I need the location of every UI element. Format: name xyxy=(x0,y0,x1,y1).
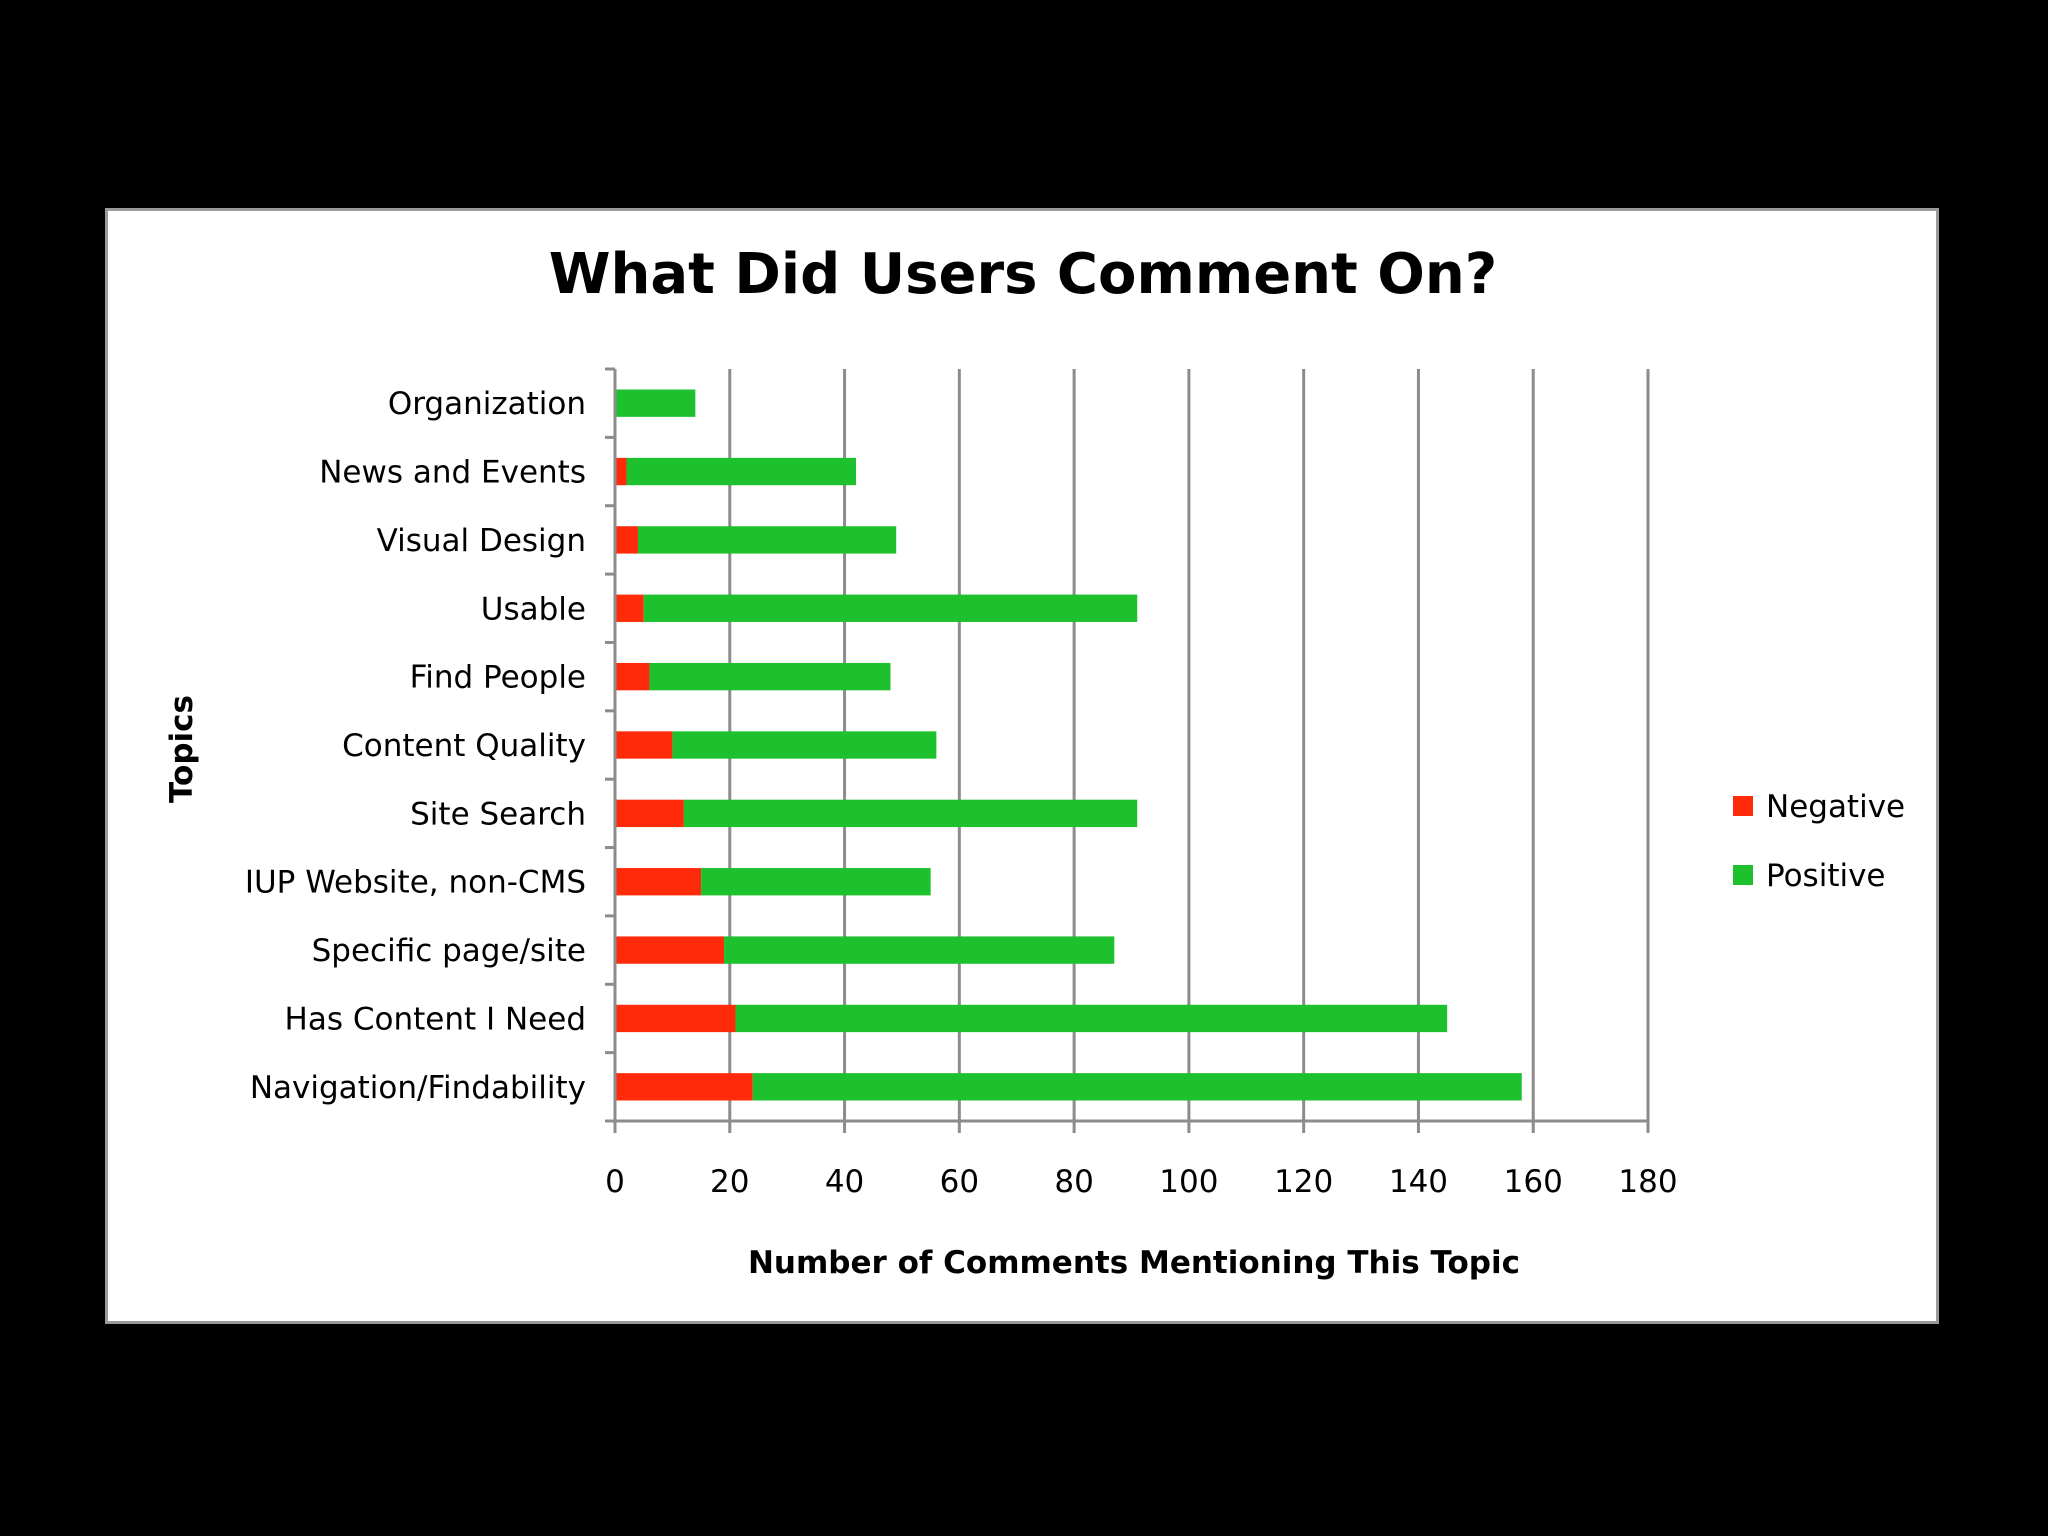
category-label: Has Content I Need xyxy=(285,1001,586,1037)
bar-negative-6 xyxy=(615,662,650,691)
x-axis-title: Number of Comments Mentioning This Topic xyxy=(748,1245,1520,1281)
x-tick-label-40: 40 xyxy=(825,1164,864,1200)
chart-panel: What Did Users Comment On? Navigation/Fi… xyxy=(105,208,1939,1324)
legend-swatch-negative xyxy=(1733,796,1753,816)
bar-positive-7 xyxy=(643,594,1138,622)
bar-negative-1 xyxy=(615,1004,736,1033)
bars xyxy=(615,389,1522,1101)
bar-negative-8 xyxy=(615,526,638,554)
category-label: Navigation/Findability xyxy=(250,1070,586,1106)
x-tick-label-20: 20 xyxy=(710,1164,749,1200)
x-tick-label-160: 160 xyxy=(1504,1164,1563,1200)
category-label: Organization xyxy=(388,386,586,422)
legend-label-positive: Positive xyxy=(1766,858,1886,894)
x-tick-label-0: 0 xyxy=(605,1164,625,1200)
bar-negative-9 xyxy=(615,457,627,486)
stacked-bar-chart: What Did Users Comment On? Navigation/Fi… xyxy=(164,242,1905,1281)
bar-negative-2 xyxy=(615,936,725,964)
bar-positive-1 xyxy=(735,1004,1448,1033)
bar-positive-8 xyxy=(637,526,897,554)
category-label: Find People xyxy=(410,660,586,696)
bar-positive-3 xyxy=(701,868,931,896)
bar-positive-5 xyxy=(672,731,937,759)
bar-positive-10 xyxy=(615,389,696,417)
bar-negative-5 xyxy=(615,731,673,759)
category-label: Specific page/site xyxy=(312,933,586,969)
bar-positive-2 xyxy=(724,936,1115,964)
bar-positive-9 xyxy=(626,457,857,486)
category-label: Usable xyxy=(481,591,586,627)
bar-negative-7 xyxy=(615,594,644,622)
category-label: IUP Website, non-CMS xyxy=(245,865,586,901)
bar-negative-0 xyxy=(615,1073,753,1101)
x-tick-label-80: 80 xyxy=(1054,1164,1093,1200)
x-tick-label-180: 180 xyxy=(1618,1164,1677,1200)
axes xyxy=(605,367,1650,1133)
x-tick-label-100: 100 xyxy=(1159,1164,1218,1200)
x-tick-label-60: 60 xyxy=(940,1164,979,1200)
legend: Negative Positive xyxy=(1733,789,1905,894)
category-label: News and Events xyxy=(319,455,586,491)
bar-negative-3 xyxy=(615,868,702,896)
x-tick-label-140: 140 xyxy=(1389,1164,1448,1200)
y-axis-title: Topics xyxy=(164,695,200,803)
category-labels: Navigation/Findability Has Content I Need… xyxy=(245,386,586,1106)
legend-swatch-positive xyxy=(1733,865,1753,885)
bar-positive-4 xyxy=(683,799,1138,828)
category-label: Visual Design xyxy=(377,523,586,559)
x-tick-label-120: 120 xyxy=(1274,1164,1333,1200)
category-label: Content Quality xyxy=(342,728,586,764)
bar-positive-0 xyxy=(752,1073,1522,1101)
chart-title: What Did Users Comment On? xyxy=(549,242,1498,307)
category-label: Site Search xyxy=(410,796,586,832)
bar-positive-6 xyxy=(649,662,891,691)
x-tick-labels: 0 20 40 60 80 100 120 140 160 180 xyxy=(605,1164,1677,1200)
gridlines xyxy=(728,369,1650,1121)
legend-label-negative: Negative xyxy=(1766,789,1905,825)
bar-negative-4 xyxy=(615,799,684,828)
